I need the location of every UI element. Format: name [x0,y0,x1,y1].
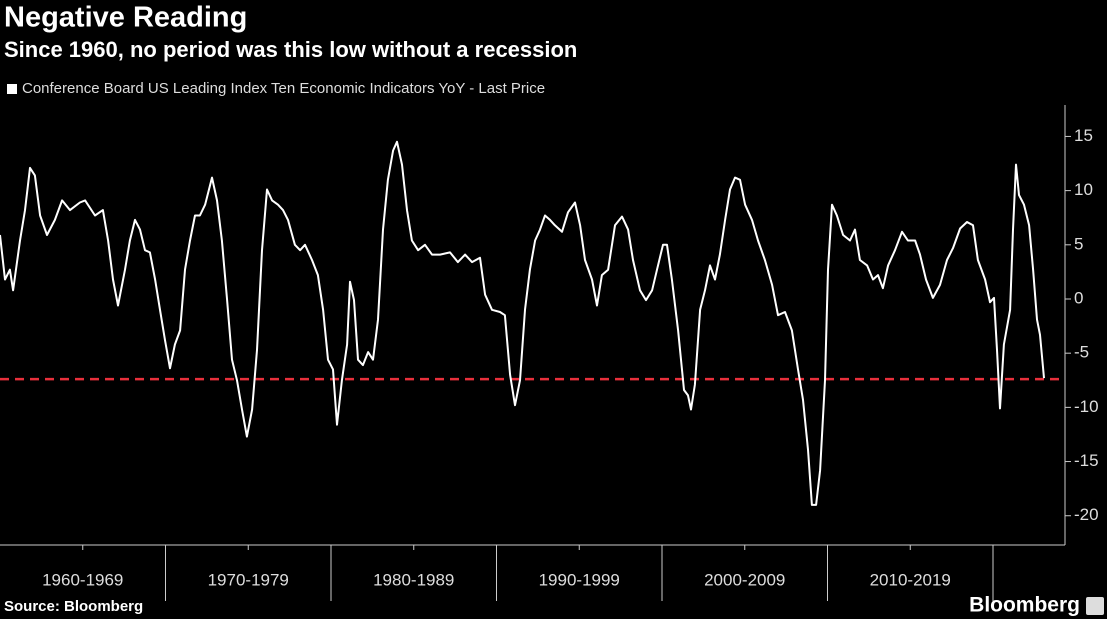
y-tick-label: -20 [1074,505,1099,524]
chart-subtitle: Since 1960, no period was this low witho… [4,37,577,62]
x-tick-label: 1980-1989 [373,570,454,589]
y-tick-label: -10 [1074,397,1099,416]
y-tick-label: 10 [1074,180,1093,199]
y-tick-label: -5 [1074,343,1089,362]
x-tick-label: 1990-1999 [539,570,620,589]
y-tick-label: -15 [1074,451,1099,470]
source: Source: Bloomberg [4,598,143,615]
brand: Bloomberg [969,594,1080,617]
legend-swatch [7,84,17,94]
y-tick-label: 0 [1074,288,1083,307]
series-line [0,140,1045,506]
y-tick-label: 15 [1074,126,1093,145]
legend-label: Conference Board US Leading Index Ten Ec… [22,80,545,97]
x-tick-label: 2010-2019 [870,570,951,589]
chart-title: Negative Reading [4,2,247,34]
x-tick-label: 1960-1969 [42,570,123,589]
x-tick-label: 2000-2009 [704,570,785,589]
x-tick-label: 1970-1979 [208,570,289,589]
brand-icon [1086,597,1104,615]
y-tick-label: 5 [1074,234,1083,253]
